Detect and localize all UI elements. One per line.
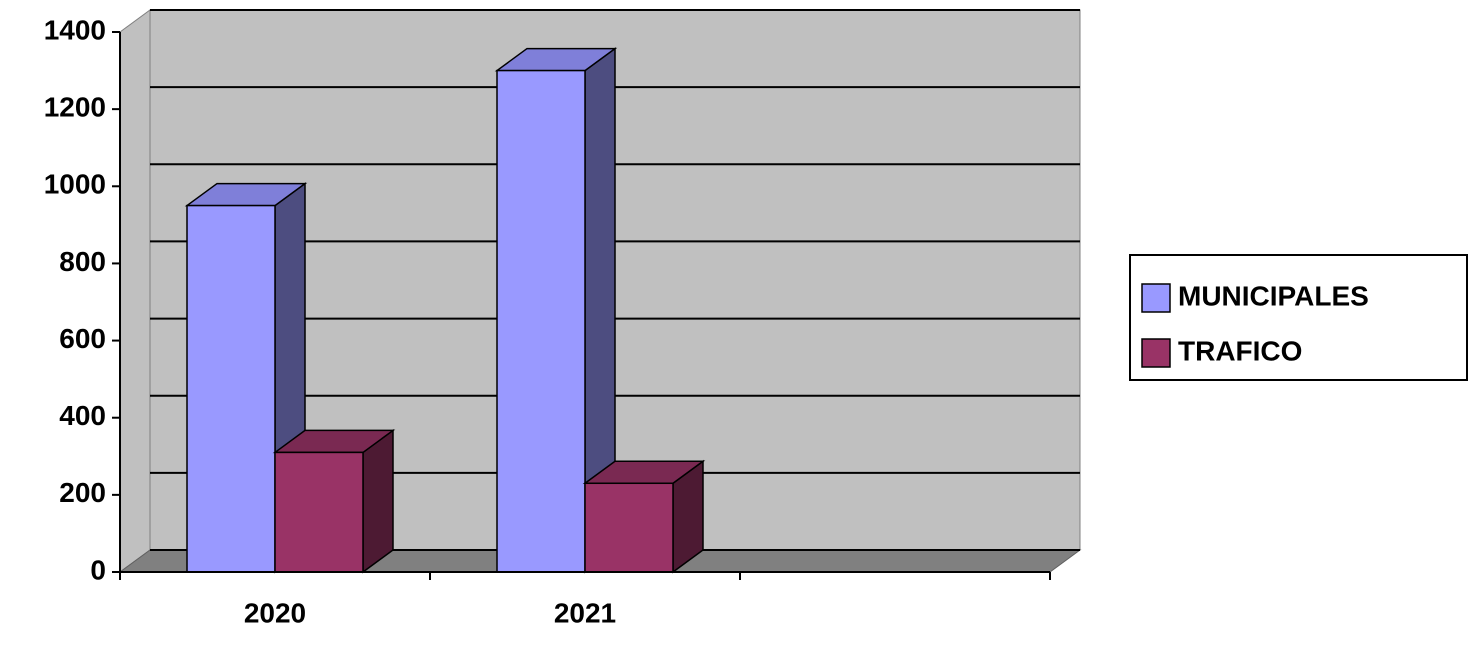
bar-front	[186, 204, 276, 573]
y-tick-label: 600	[59, 323, 106, 354]
legend-label: MUNICIPALES	[1178, 280, 1369, 311]
y-tick-label: 1400	[44, 14, 106, 45]
legend-label: TRAFICO	[1178, 335, 1302, 366]
legend-swatch	[1141, 283, 1171, 313]
x-tick-label: 2020	[244, 597, 306, 628]
side-wall	[119, 9, 151, 573]
bar	[272, 428, 396, 574]
y-tick-label: 400	[59, 400, 106, 431]
legend	[1129, 254, 1468, 381]
y-tick-label: 0	[90, 554, 106, 585]
bar-front	[274, 451, 364, 573]
bar-front	[584, 482, 674, 573]
y-tick-label: 1000	[44, 169, 106, 200]
y-tick-label: 200	[59, 477, 106, 508]
y-tick-label: 800	[59, 246, 106, 277]
bar	[494, 47, 618, 574]
y-tick-label: 1200	[44, 92, 106, 123]
bar-side	[362, 428, 394, 574]
bar	[582, 459, 706, 574]
bar-front	[496, 69, 586, 573]
x-tick-label: 2021	[554, 597, 616, 628]
legend-swatch	[1141, 338, 1171, 368]
